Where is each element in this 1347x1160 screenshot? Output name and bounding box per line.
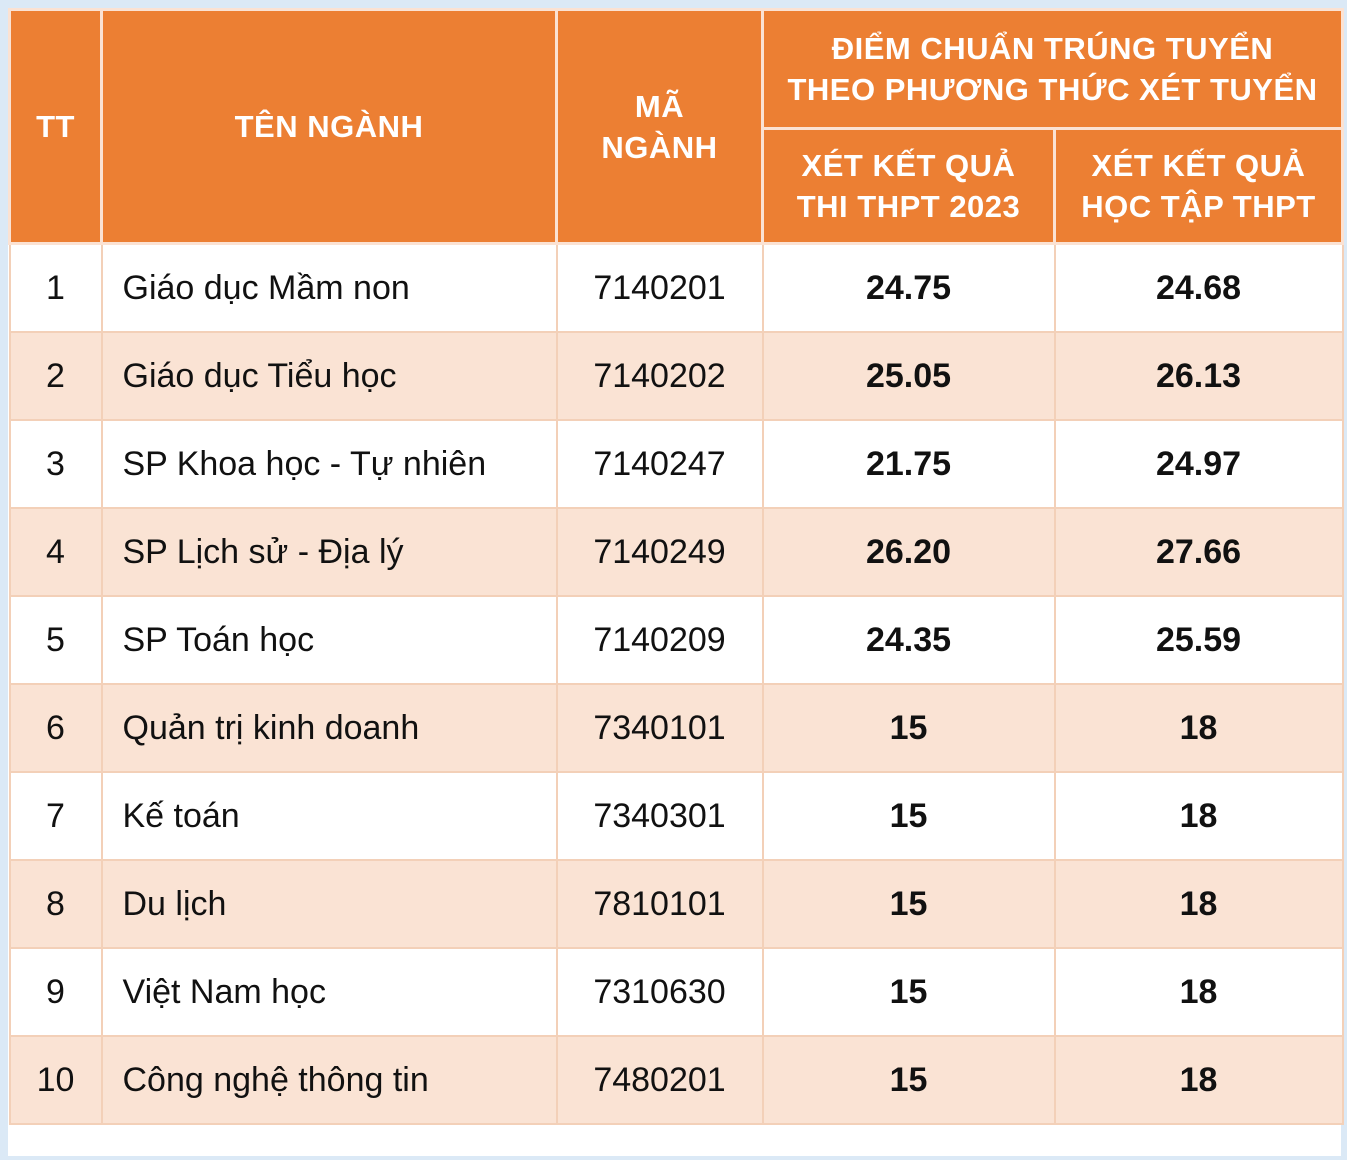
cell-major-name: Việt Nam học — [100, 947, 558, 1037]
cell-tt: 5 — [8, 595, 103, 685]
cell-major-code: 7810101 — [555, 859, 764, 949]
header-name: TÊN NGÀNH — [100, 8, 558, 245]
header-tt: TT — [8, 8, 103, 245]
cell-score-hoc-tap: 18 — [1053, 771, 1344, 861]
header-score-group-line2: THEO PHƯƠNG THỨC XÉT TUYỂN — [787, 72, 1318, 107]
cell-major-name: Quản trị kinh doanh — [100, 683, 558, 773]
cell-tt: 10 — [8, 1035, 103, 1125]
table-row: 2 Giáo dục Tiểu học 7140202 25.05 26.13 — [8, 331, 1344, 421]
table-row: 9 Việt Nam học 7310630 15 18 — [8, 947, 1344, 1037]
table-row: 7 Kế toán 7340301 15 18 — [8, 771, 1344, 861]
admission-score-table: TT TÊN NGÀNH MÃ NGÀNH ĐIỂM CHUẨN TRÚNG T… — [8, 8, 1345, 1125]
cell-major-name: SP Lịch sử - Địa lý — [100, 507, 558, 597]
cell-score-hoc-tap: 26.13 — [1053, 331, 1344, 421]
header-score-group-line1: ĐIỂM CHUẨN TRÚNG TUYỂN — [831, 31, 1274, 66]
cell-tt: 2 — [8, 331, 103, 421]
table-row: 1 Giáo dục Mầm non 7140201 24.75 24.68 — [8, 242, 1344, 333]
cell-score-thpt: 15 — [761, 1035, 1056, 1125]
cell-score-hoc-tap: 25.59 — [1053, 595, 1344, 685]
cell-major-code: 7140247 — [555, 419, 764, 509]
cell-tt: 8 — [8, 859, 103, 949]
cell-major-name: Giáo dục Mầm non — [100, 242, 558, 333]
table-row: 3 SP Khoa học - Tự nhiên 7140247 21.75 24.97 — [8, 419, 1344, 509]
cell-major-code: 7340301 — [555, 771, 764, 861]
cell-score-thpt: 15 — [761, 947, 1056, 1037]
cell-score-thpt: 15 — [761, 683, 1056, 773]
cell-major-code: 7140201 — [555, 242, 764, 333]
cell-score-thpt: 26.20 — [761, 507, 1056, 597]
cell-score-thpt: 24.35 — [761, 595, 1056, 685]
cell-score-thpt: 24.75 — [761, 242, 1056, 333]
header-thpt-exam: XÉT KẾT QUẢ THI THPT 2023 — [761, 127, 1056, 245]
cell-major-code: 7140202 — [555, 331, 764, 421]
cell-major-code: 7340101 — [555, 683, 764, 773]
header-thpt-exam-line1: XÉT KẾT QUẢ — [801, 148, 1016, 183]
cell-score-thpt: 15 — [761, 859, 1056, 949]
table-row: 6 Quản trị kinh doanh 7340101 15 18 — [8, 683, 1344, 773]
cell-major-name: SP Toán học — [100, 595, 558, 685]
cell-major-name: Công nghệ thông tin — [100, 1035, 558, 1125]
cell-tt: 9 — [8, 947, 103, 1037]
table-row: 5 SP Toán học 7140209 24.35 25.59 — [8, 595, 1344, 685]
table-row: 4 SP Lịch sử - Địa lý 7140249 26.20 27.66 — [8, 507, 1344, 597]
cell-score-thpt: 21.75 — [761, 419, 1056, 509]
table-row: 8 Du lịch 7810101 15 18 — [8, 859, 1344, 949]
table-row: 10 Công nghệ thông tin 7480201 15 18 — [8, 1035, 1344, 1125]
cell-score-hoc-tap: 24.68 — [1053, 242, 1344, 333]
cell-score-hoc-tap: 24.97 — [1053, 419, 1344, 509]
cell-major-code: 7140249 — [555, 507, 764, 597]
cell-tt: 3 — [8, 419, 103, 509]
header-code-line2: NGÀNH — [601, 129, 718, 165]
header-hoc-tap-line2: HỌC TẬP THPT — [1081, 189, 1316, 224]
cell-score-thpt: 25.05 — [761, 331, 1056, 421]
cell-major-name: Du lịch — [100, 859, 558, 949]
cell-tt: 4 — [8, 507, 103, 597]
cell-score-hoc-tap: 18 — [1053, 1035, 1344, 1125]
cell-major-code: 7480201 — [555, 1035, 764, 1125]
header-thpt-exam-line2: THI THPT 2023 — [796, 189, 1021, 224]
cell-major-code: 7310630 — [555, 947, 764, 1037]
cell-major-name: Kế toán — [100, 771, 558, 861]
cell-tt: 6 — [8, 683, 103, 773]
cell-score-hoc-tap: 18 — [1053, 947, 1344, 1037]
header-hoc-tap-line1: XÉT KẾT QUẢ — [1091, 148, 1306, 183]
cell-major-code: 7140209 — [555, 595, 764, 685]
score-table-frame: TT TÊN NGÀNH MÃ NGÀNH ĐIỂM CHUẨN TRÚNG T… — [8, 8, 1345, 1156]
cell-tt: 7 — [8, 771, 103, 861]
header-score-group: ĐIỂM CHUẨN TRÚNG TUYỂN THEO PHƯƠNG THỨC … — [760, 8, 1345, 130]
header-code: MÃ NGÀNH — [555, 8, 764, 245]
cell-score-hoc-tap: 18 — [1053, 683, 1344, 773]
header-code-line1: MÃ — [634, 88, 685, 124]
cell-major-name: Giáo dục Tiểu học — [100, 331, 558, 421]
cell-tt: 1 — [8, 242, 103, 333]
cell-score-thpt: 15 — [761, 771, 1056, 861]
header-hoc-tap: XÉT KẾT QUẢ HỌC TẬP THPT — [1052, 127, 1345, 245]
table-body: 1 Giáo dục Mầm non 7140201 24.75 24.68 2 Giáo … — [8, 242, 1344, 1125]
table-header: TT TÊN NGÀNH MÃ NGÀNH ĐIỂM CHUẨN TRÚNG T… — [8, 8, 1345, 245]
cell-score-hoc-tap: 18 — [1053, 859, 1344, 949]
cell-score-hoc-tap: 27.66 — [1053, 507, 1344, 597]
cell-major-name: SP Khoa học - Tự nhiên — [100, 419, 558, 509]
